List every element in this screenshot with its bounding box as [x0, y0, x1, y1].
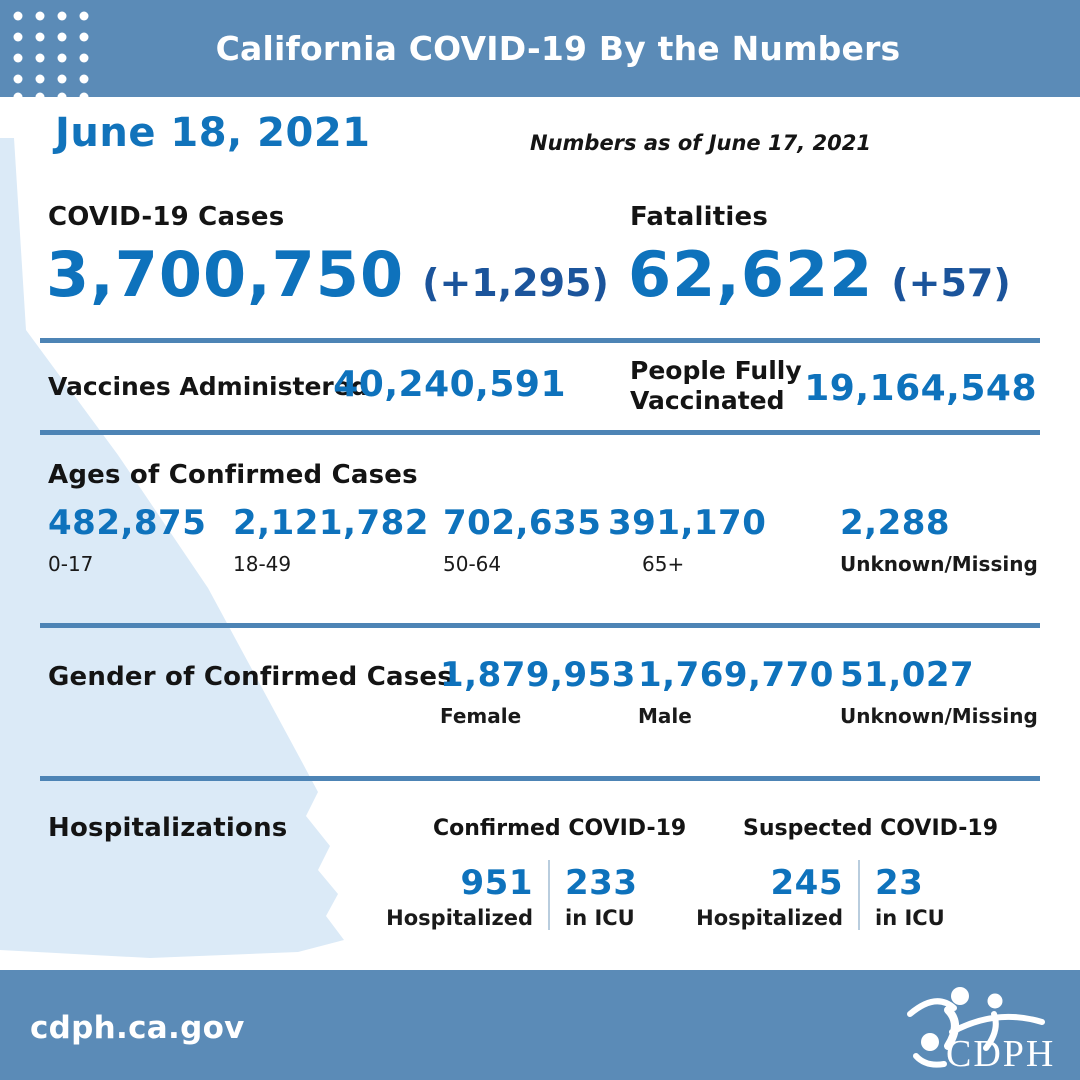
- confirmed-icu-cell: 233 in ICU: [565, 860, 685, 930]
- age-group-value: 2,288: [840, 503, 951, 543]
- app-title: California COVID-19 By the Numbers: [215, 29, 901, 68]
- gender-group-label: Female: [440, 704, 522, 728]
- cases-delta: (+1,295): [422, 261, 609, 305]
- confirmed-icu-value: 233: [565, 863, 638, 903]
- confirmed-hospitalized-label: Hospitalized: [386, 906, 533, 930]
- cdph-figures-icon: [907, 987, 1045, 1068]
- divider-rule-4: [40, 776, 1040, 781]
- hospitalizations-section-label: Hospitalizations: [48, 813, 288, 843]
- vaccines-value: 40,240,591: [333, 364, 566, 405]
- age-group-label: 0-17: [48, 552, 94, 576]
- suspected-covid-header: Suspected COVID-19: [743, 816, 999, 841]
- report-date: June 18, 2021: [55, 110, 371, 156]
- age-group-label: Unknown/Missing: [840, 552, 1038, 576]
- vertical-divider: [858, 860, 860, 930]
- confirmed-covid-header: Confirmed COVID-19: [433, 816, 687, 841]
- cdph-logo: CDPH: [896, 980, 1068, 1076]
- gender-group-value: 1,879,953: [440, 655, 636, 695]
- age-group-label: 65+: [642, 552, 685, 576]
- fully-vaccinated-value: 19,164,548: [804, 368, 1037, 409]
- top-banner: California COVID-19 By the Numbers: [0, 0, 1080, 97]
- confirmed-hospitalization-stats: 951 Hospitalized 233 in ICU: [385, 860, 685, 930]
- suspected-icu-cell: 23 in ICU: [875, 860, 985, 930]
- cases-value-row: 3,700,750 (+1,295): [46, 238, 609, 311]
- confirmed-hospitalized-value: 951: [460, 863, 533, 903]
- divider-rule-3: [40, 623, 1040, 628]
- gender-section-label: Gender of Confirmed Cases: [48, 662, 453, 692]
- suspected-hospitalized-label: Hospitalized: [696, 906, 843, 930]
- suspected-icu-label: in ICU: [875, 906, 945, 930]
- vertical-divider: [548, 860, 550, 930]
- suspected-hospitalized-value: 245: [770, 863, 843, 903]
- fatalities-delta: (+57): [891, 261, 1011, 305]
- confirmed-icu-label: in ICU: [565, 906, 635, 930]
- fatalities-label: Fatalities: [630, 202, 769, 232]
- confirmed-hospitalized-cell: 951 Hospitalized: [385, 860, 533, 930]
- gender-group-value: 1,769,770: [638, 655, 834, 695]
- fatalities-value-row: 62,622 (+57): [628, 238, 1011, 311]
- age-group-value: 482,875: [48, 503, 207, 543]
- site-url: cdph.ca.gov: [30, 1010, 245, 1046]
- fatalities-value: 62,622: [628, 238, 874, 311]
- ages-section-label: Ages of Confirmed Cases: [48, 460, 418, 490]
- cases-label: COVID-19 Cases: [48, 202, 285, 232]
- footer-banner: [0, 970, 1080, 1080]
- dot-grid-decoration: [13, 11, 89, 97]
- cases-value: 3,700,750: [46, 238, 405, 311]
- suspected-hospitalization-stats: 245 Hospitalized 23 in ICU: [695, 860, 985, 930]
- suspected-icu-value: 23: [875, 863, 924, 903]
- suspected-hospitalized-cell: 245 Hospitalized: [695, 860, 843, 930]
- gender-group-label: Unknown/Missing: [840, 704, 1038, 728]
- gender-group-label: Male: [638, 704, 692, 728]
- age-group-label: 18-49: [233, 552, 292, 576]
- fully-vaccinated-label: People Fully Vaccinated: [630, 356, 802, 415]
- age-group-value: 391,170: [608, 503, 767, 543]
- age-group-label: 50-64: [443, 552, 502, 576]
- age-group-value: 702,635: [443, 503, 602, 543]
- divider-rule-2: [40, 430, 1040, 435]
- age-group-value: 2,121,782: [233, 503, 429, 543]
- cdph-logo-text: CDPH: [946, 1033, 1056, 1075]
- divider-rule-1: [40, 338, 1040, 343]
- as-of-note: Numbers as of June 17, 2021: [530, 131, 871, 155]
- gender-group-value: 51,027: [840, 655, 975, 695]
